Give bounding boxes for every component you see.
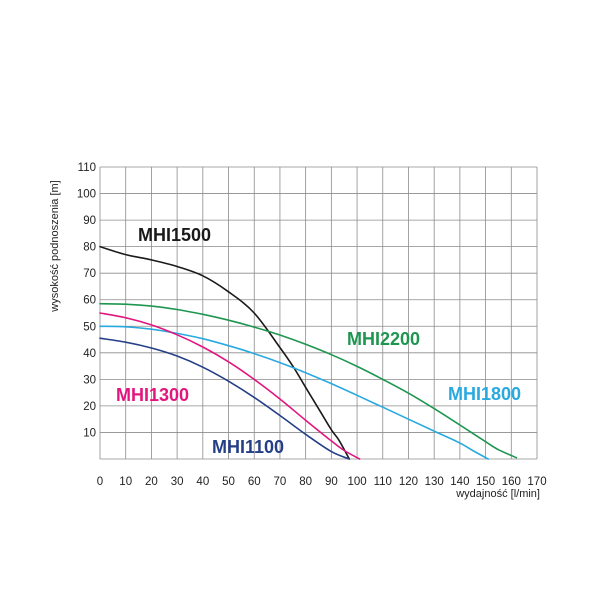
y-tick-label: 70: [83, 268, 96, 280]
x-tick-label: 60: [248, 476, 261, 488]
x-tick-label: 140: [450, 476, 469, 488]
label-mhi1500: MHI1500: [138, 225, 211, 245]
x-axis-title: wydajność [l/min]: [455, 488, 540, 500]
x-tick-label: 150: [476, 476, 495, 488]
x-tick-labels: 0 10 20 30 40 50 60 70 80 90 100 110 120 130 140 150 160…: [97, 476, 547, 488]
y-axis-title: wysokość podnoszenia [m]: [49, 180, 61, 312]
y-tick-label: 90: [83, 215, 96, 227]
label-mhi1100: MHI1100: [212, 437, 284, 457]
y-tick-label: 60: [83, 295, 96, 307]
label-mhi2200: MHI2200: [347, 329, 420, 349]
grid: [99, 166, 538, 460]
x-tick-label: 170: [527, 476, 546, 488]
y-tick-label: 100: [77, 189, 96, 201]
series-curves: [99, 245, 518, 460]
x-tick-label: 120: [399, 476, 418, 488]
x-tick-label: 100: [347, 476, 366, 488]
y-tick-label: 50: [83, 321, 96, 333]
series-labels: MHI1500 MHI2200 MHI1800 MHI1300 MHI1100: [116, 225, 521, 457]
x-tick-label: 50: [222, 476, 235, 488]
x-tick-label: 160: [502, 476, 521, 488]
x-tick-label: 90: [325, 476, 338, 488]
curve-mhi1300: [99, 312, 361, 460]
x-tick-label: 80: [299, 476, 312, 488]
x-tick-label: 70: [274, 476, 287, 488]
y-tick-label: 40: [83, 348, 96, 360]
x-tick-label: 40: [196, 476, 209, 488]
x-tick-label: 20: [145, 476, 158, 488]
x-tick-label: 10: [119, 476, 132, 488]
y-tick-labels: 10 20 30 40 50 60 70 80 90 100 110: [77, 162, 96, 439]
x-tick-label: 30: [171, 476, 184, 488]
y-tick-label: 10: [83, 427, 96, 439]
x-tick-label: 110: [374, 476, 392, 488]
label-mhi1800: MHI1800: [448, 384, 521, 404]
y-tick-label: 20: [83, 401, 96, 413]
curve-mhi1100: [99, 337, 351, 460]
y-tick-label: 80: [83, 242, 96, 254]
x-tick-label: 130: [425, 476, 444, 488]
curve-mhi2200: [99, 302, 518, 459]
label-mhi1300: MHI1300: [116, 385, 189, 405]
x-tick-label: 0: [97, 476, 103, 488]
y-tick-label: 110: [78, 162, 96, 174]
y-tick-label: 30: [83, 374, 96, 386]
